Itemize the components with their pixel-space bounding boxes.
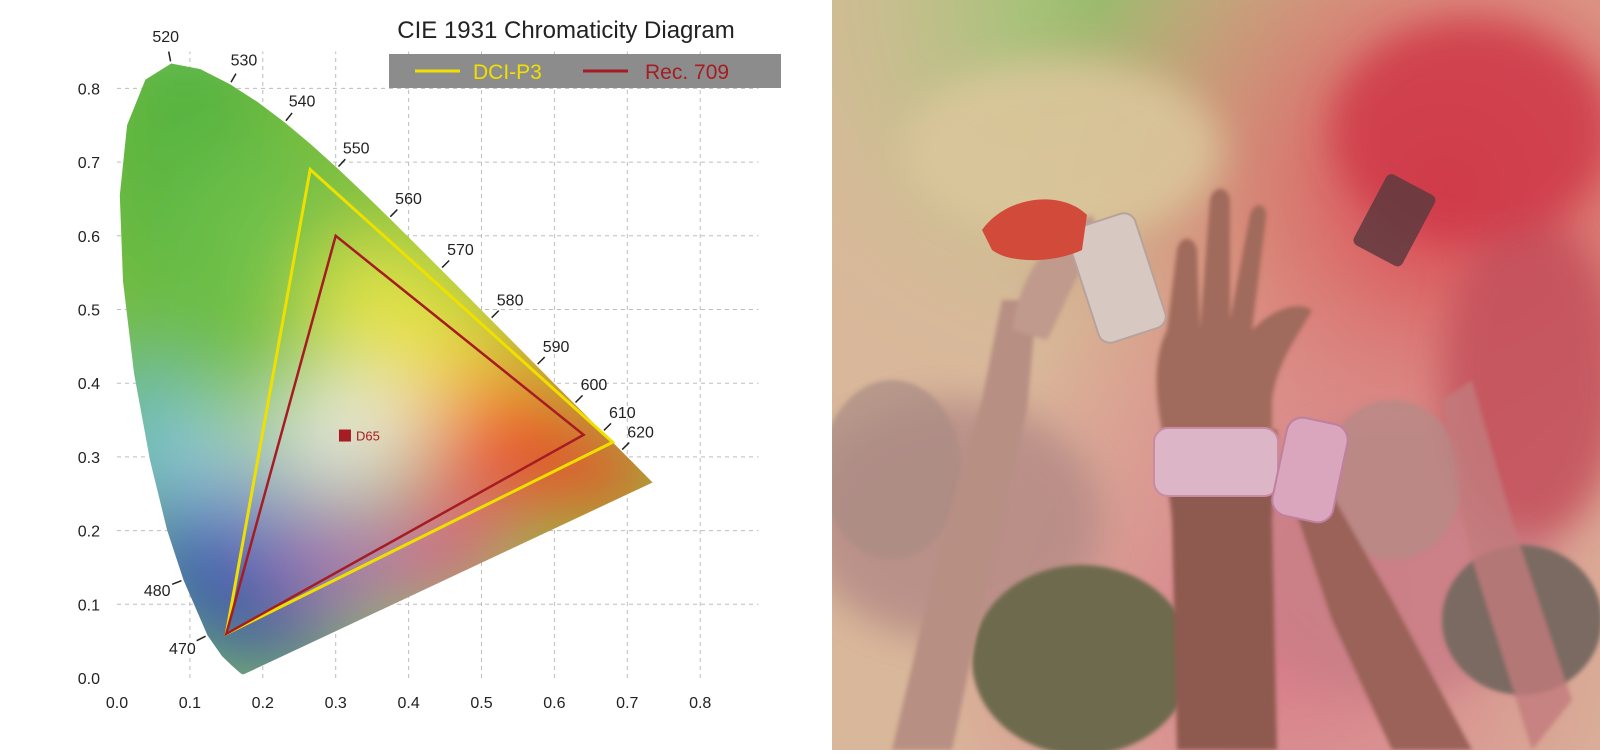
y-tick-label: 0.5 — [78, 303, 100, 320]
wavelength-label: 480 — [144, 583, 171, 600]
raised-arm — [1282, 460, 1472, 750]
photo-illustration — [832, 0, 1600, 750]
color-powder-festival-photo — [832, 0, 1600, 750]
wristband — [1153, 427, 1279, 497]
x-tick-label: 0.2 — [252, 695, 274, 712]
wavelength-label: 620 — [627, 424, 654, 441]
legend-label-rec709: Rec. 709 — [645, 61, 729, 84]
y-tick-label: 0.3 — [78, 450, 100, 467]
white-point-label: D65 — [356, 429, 380, 444]
x-tick-label: 0.5 — [470, 695, 492, 712]
raised-hand — [1156, 188, 1312, 430]
wavelength-tick — [167, 51, 172, 62]
y-tick-label: 0.8 — [78, 81, 100, 98]
chromaticity-diagram: 470480520530540550560570580590600610620 … — [78, 17, 781, 712]
wavelength-label: 470 — [169, 641, 196, 658]
gamut-triangle-rec-709 — [224, 233, 586, 637]
wavelength-label: 590 — [543, 339, 570, 356]
raised-arm — [892, 300, 1037, 750]
wavelength-label: 560 — [395, 191, 422, 208]
raised-arm — [1162, 430, 1277, 750]
x-tick-label: 0.8 — [689, 695, 711, 712]
y-tick-label: 0.7 — [78, 155, 100, 172]
y-tick-label: 0.6 — [78, 229, 100, 246]
x-tick-label: 0.4 — [397, 695, 419, 712]
axis-tick-labels: 0.0 0.1 0.2 0.3 0.4 0.5 0.6 0.7 0.8 0.0 0.1 0.2 0.3 0… — [78, 81, 712, 712]
chromaticity-diagram-panel: 470 480 520 530 540 550 560 570 580 590 600 610 620 … — [77, 17, 781, 712]
head-silhouette — [972, 565, 1192, 750]
wavelength-tick — [441, 259, 450, 269]
wavelength-tick — [491, 310, 500, 319]
white-point-marker — [338, 429, 351, 442]
phone-silhouette — [1353, 174, 1436, 267]
wavelength-tick — [621, 442, 630, 451]
diagram-title: CIE 1931 Chromaticity Diagram — [397, 17, 734, 44]
raised-arm — [1442, 380, 1572, 750]
x-tick-label: 0.6 — [543, 695, 565, 712]
white-point: D65 — [338, 429, 380, 444]
wavelength-tick — [337, 158, 346, 168]
wavelength-label: 530 — [231, 53, 258, 70]
wavelength-label: 540 — [289, 93, 316, 110]
y-tick-label: 0.1 — [78, 597, 100, 614]
wavelength-tick — [603, 422, 612, 431]
wavelength-tick — [196, 635, 206, 642]
x-tick-label: 0.3 — [325, 695, 347, 712]
legend-label-dci-p3: DCI-P3 — [473, 61, 542, 84]
wavelength-label: 610 — [609, 405, 636, 422]
wavelength-tick — [574, 394, 584, 403]
wavelength-label: 580 — [497, 292, 524, 309]
wristband — [1067, 212, 1167, 344]
wavelength-tick — [537, 356, 546, 365]
powder-covered-hand — [982, 199, 1087, 261]
wavelength-tick — [230, 73, 237, 83]
y-tick-label: 0.0 — [78, 671, 100, 688]
spectral-locus-fill — [119, 63, 653, 675]
x-tick-label: 0.1 — [179, 695, 201, 712]
wavelength-tick — [389, 209, 398, 218]
wavelength-label: 520 — [152, 29, 179, 46]
y-tick-label: 0.2 — [78, 524, 100, 541]
x-tick-label: 0.7 — [616, 695, 638, 712]
wristband — [1271, 416, 1349, 524]
x-tick-label: 0.0 — [106, 695, 128, 712]
wavelength-label: 570 — [447, 242, 474, 259]
wavelength-tick — [171, 579, 182, 585]
wavelength-label: 550 — [343, 140, 370, 157]
y-tick-label: 0.4 — [78, 376, 100, 393]
gamut-triangle-dci-p3 — [224, 166, 616, 637]
gamut-triangles — [224, 166, 616, 637]
wavelength-label: 600 — [581, 377, 608, 394]
wavelength-tick — [285, 112, 293, 122]
